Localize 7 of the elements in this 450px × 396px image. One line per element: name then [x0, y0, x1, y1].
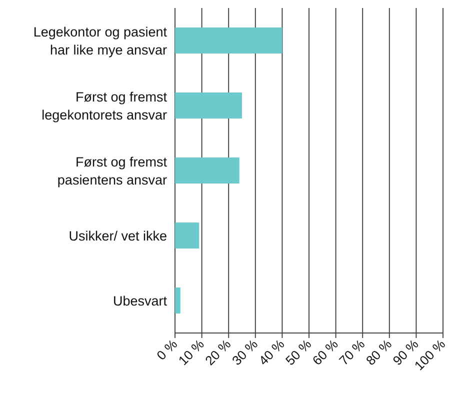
x-tick-label: 50 %: [282, 336, 314, 368]
y-tick-label: Først og fremst legekontorets ansvar: [42, 90, 168, 122]
y-tick-label: Legekontor og pasient har like mye ansvar: [33, 24, 168, 58]
y-tick-label: Usikker/ vet ikke: [68, 228, 167, 244]
x-tick-label: 0 %: [154, 336, 180, 363]
y-tick-label: Ubesvart: [112, 294, 168, 308]
y-tick-label: Først og fremst pasientens ansvar: [57, 154, 168, 188]
